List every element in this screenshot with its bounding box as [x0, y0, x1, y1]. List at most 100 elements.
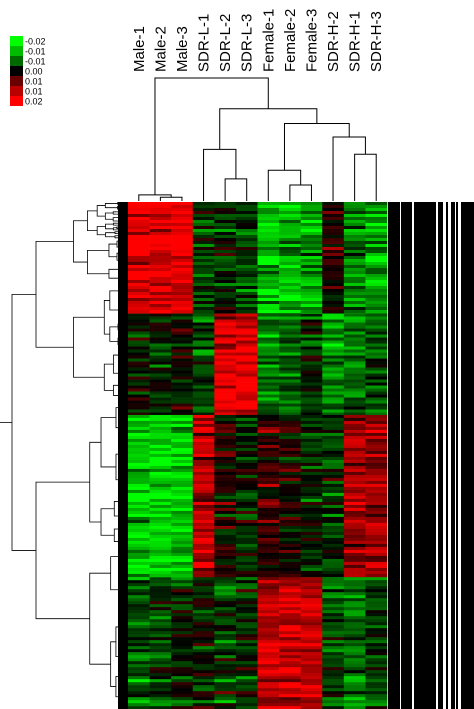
heatmap-cell [343, 241, 366, 245]
heatmap-cell [322, 217, 345, 221]
heatmap-cell [171, 331, 194, 335]
heatmap-cell [235, 691, 258, 695]
heatmap-cell [171, 397, 194, 401]
heatmap-cell [343, 385, 366, 389]
heatmap-cell [365, 649, 388, 653]
heatmap-cell [171, 244, 194, 248]
heatmap-cell [257, 459, 280, 464]
heatmap-cell [322, 432, 345, 437]
heatmap-cell [343, 271, 366, 275]
heatmap-cell [279, 307, 301, 311]
heatmap-cell [214, 492, 237, 497]
heatmap-cell [300, 573, 323, 578]
heatmap-cell [235, 513, 258, 518]
heatmap-cell [322, 564, 345, 569]
heatmap-cell [300, 567, 323, 572]
heatmap-cell [192, 307, 215, 311]
heatmap-cell [343, 274, 366, 278]
heatmap-cell [365, 667, 388, 671]
heatmap-cell [257, 217, 280, 221]
heatmap-cell [322, 495, 345, 500]
heatmap-cell [279, 253, 301, 257]
heatmap-cell [343, 361, 366, 365]
heatmap-cell [128, 670, 150, 674]
heatmap-cell [365, 495, 388, 500]
heatmap-cell [279, 376, 301, 380]
heatmap-cell [149, 322, 172, 326]
heatmap-cell [279, 546, 301, 551]
heatmap-cell [128, 706, 150, 709]
heatmap-cell [343, 247, 366, 251]
heatmap-cell [235, 322, 258, 326]
heatmap-cell [279, 552, 301, 557]
heatmap-cell [300, 646, 323, 650]
heatmap-cell [279, 471, 301, 476]
heatmap-cell [257, 352, 280, 356]
heatmap-cell [343, 295, 366, 299]
heatmap-cell [149, 634, 172, 638]
heatmap-cell [192, 322, 215, 326]
heatmap-cell [343, 450, 366, 455]
heatmap-cell [192, 631, 215, 635]
heatmap-cell [257, 586, 280, 590]
heatmap-cell [365, 471, 388, 476]
heatmap-cell [171, 679, 194, 683]
heatmap-cell [149, 346, 172, 350]
heatmap-cell [214, 516, 237, 521]
column-dendrogram-branch [224, 178, 248, 201]
heatmap-cell [149, 667, 172, 671]
heatmap-cell [214, 379, 237, 383]
heatmap-cell [171, 619, 194, 623]
heatmap-cell [214, 373, 237, 377]
heatmap-cell [322, 601, 345, 605]
heatmap-cell [235, 471, 258, 476]
heatmap-cell [214, 316, 237, 320]
heatmap-cell [365, 679, 388, 683]
heatmap-cell [149, 589, 172, 593]
heatmap-cell [171, 265, 194, 269]
column-label: SDR-H-2 [325, 11, 342, 72]
heatmap-cell [192, 262, 215, 266]
heatmap-cell [149, 531, 172, 536]
heatmap-cell [192, 447, 215, 452]
heatmap-cell [235, 658, 258, 662]
heatmap-cell [365, 355, 388, 359]
heatmap-cell [322, 394, 345, 398]
heatmap-cell [214, 313, 237, 317]
heatmap-cell [171, 570, 194, 575]
heatmap-cell [365, 423, 388, 428]
row-dendrogram-branch [113, 354, 121, 374]
heatmap-cell [149, 471, 172, 476]
heatmap-cell [343, 595, 366, 599]
heatmap-cell [257, 367, 280, 371]
heatmap-cell [128, 543, 150, 548]
heatmap-cell [214, 244, 237, 248]
heatmap-cell [257, 670, 280, 674]
heatmap-cell [192, 679, 215, 683]
heatmap-cell [257, 289, 280, 293]
heatmap-cell [149, 283, 172, 287]
heatmap-cell [192, 694, 215, 698]
heatmap-cell [214, 438, 237, 443]
heatmap-cell [257, 546, 280, 551]
heatmap-cell [128, 507, 150, 512]
heatmap-cell [235, 700, 258, 704]
heatmap-cell [128, 352, 150, 356]
heatmap-cell [300, 414, 323, 419]
heatmap-cell [171, 373, 194, 377]
heatmap-cell [128, 610, 150, 614]
heatmap-cell [214, 667, 237, 671]
heatmap-cell [365, 577, 388, 581]
heatmap-cell [235, 310, 258, 314]
heatmap-cell [365, 262, 388, 266]
heatmap-cell [171, 637, 194, 641]
heatmap-cell [192, 304, 215, 308]
heatmap-cell [343, 373, 366, 377]
column-label: SDR-L-2 [217, 14, 234, 72]
heatmap-cell [257, 664, 280, 668]
heatmap-cell [279, 301, 301, 305]
heatmap-cell [235, 652, 258, 656]
heatmap-cell [365, 334, 388, 338]
heatmap-cell [235, 525, 258, 530]
heatmap-cell [149, 271, 172, 275]
